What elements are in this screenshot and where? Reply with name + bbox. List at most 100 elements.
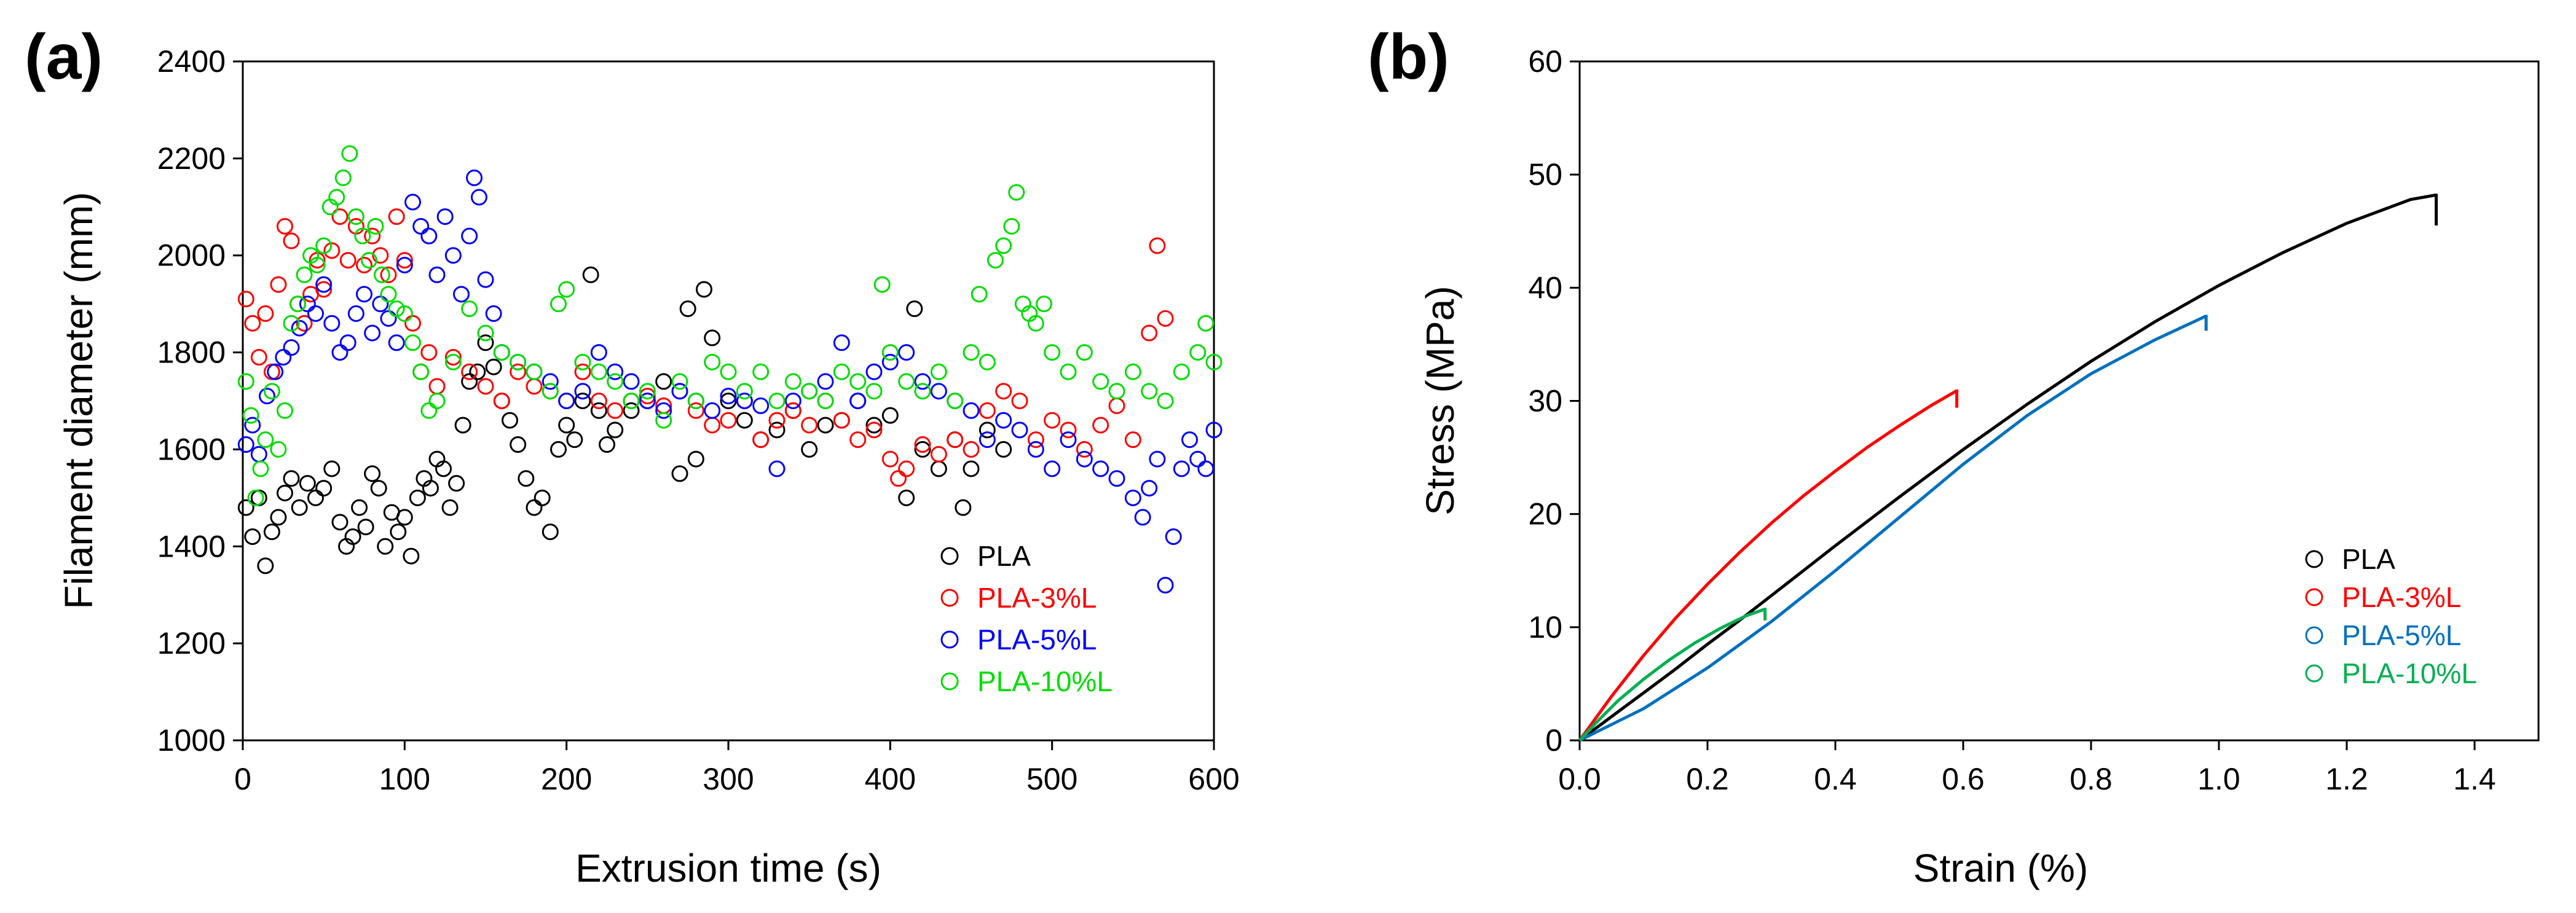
x-tick-label: 1.4	[2453, 762, 2496, 796]
data-point-pla	[291, 499, 308, 516]
data-point-pla-5-l	[1124, 489, 1141, 506]
x-tick-label: 300	[703, 762, 754, 796]
data-point-pla-10-l	[1008, 184, 1025, 201]
x-tick-label: 500	[1026, 762, 1077, 796]
data-point-pla	[955, 499, 972, 516]
data-point-pla	[582, 266, 599, 283]
data-point-pla-5-l	[1197, 460, 1215, 477]
data-point-pla-5-l	[623, 373, 640, 390]
data-point-pla-5-l	[237, 436, 254, 453]
data-point-pla-5-l	[590, 344, 607, 361]
data-point-pla-3-l	[930, 445, 947, 463]
data-point-pla-10-l	[979, 353, 996, 370]
data-point-pla-3-l	[995, 383, 1012, 400]
y-tick-label: 10	[1528, 610, 1562, 645]
data-point-pla-10-l	[914, 383, 931, 400]
data-point-pla-5-l	[388, 334, 405, 351]
data-point-pla	[344, 528, 361, 545]
data-point-pla-3-l	[849, 431, 867, 449]
legend-marker-pla-5-l	[940, 630, 959, 649]
data-point-pla	[331, 514, 349, 531]
legend-marker-pla-3-l	[2305, 588, 2323, 606]
data-point-pla-10-l	[263, 383, 280, 400]
data-point-pla-10-l	[1060, 363, 1077, 380]
data-point-pla	[696, 281, 712, 298]
x-tick-label: 1.2	[2325, 762, 2368, 796]
data-point-pla-5-l	[339, 334, 356, 351]
data-point-pla-10-l	[334, 169, 352, 186]
y-tick-label: 0	[1545, 723, 1562, 758]
legend-label-pla-3-l: PLA-3%L	[2342, 581, 2461, 613]
data-point-pla	[237, 499, 254, 516]
data-point-pla-10-l	[1197, 315, 1215, 332]
series-line-pla-5-l	[1578, 315, 2207, 742]
data-point-pla-5-l	[331, 344, 349, 361]
legend-label-pla-5-l: PLA-5%L	[2342, 619, 2461, 651]
data-point-pla-5-l	[436, 208, 454, 225]
data-point-pla-10-l	[477, 324, 494, 342]
data-point-pla	[655, 373, 672, 390]
data-point-pla	[704, 329, 721, 347]
data-point-pla-3-l	[1060, 421, 1077, 439]
data-point-pla	[485, 358, 502, 375]
data-point-pla-10-l	[881, 344, 899, 361]
data-point-pla-10-l	[704, 353, 721, 370]
data-point-pla-10-l	[898, 373, 915, 390]
data-point-pla-10-l	[328, 189, 345, 206]
data-point-pla-3-l	[720, 412, 737, 429]
data-point-pla	[276, 484, 293, 501]
panel-a-x-axis-title: Extrusion time (s)	[575, 846, 881, 890]
data-point-pla	[270, 509, 287, 526]
data-point-pla	[244, 528, 261, 545]
data-point-pla-5-l	[315, 276, 333, 293]
data-point-pla-3-l	[461, 363, 478, 380]
data-point-pla-5-l	[244, 417, 261, 434]
legend-marker-pla	[2305, 550, 2323, 568]
data-point-pla-10-l	[639, 383, 656, 400]
data-point-pla-10-l	[360, 252, 377, 269]
data-point-pla-5-l	[1173, 460, 1190, 477]
data-point-pla-5-l	[307, 305, 324, 322]
data-point-pla-5-l	[283, 339, 300, 356]
data-point-pla-10-l	[817, 393, 834, 409]
series-line-pla-3-l	[1578, 389, 1958, 742]
data-point-pla-5-l	[881, 353, 899, 370]
data-point-pla-10-l	[1205, 353, 1223, 370]
data-point-pla-5-l	[995, 412, 1012, 429]
data-point-pla-3-l	[1044, 412, 1061, 429]
legend-label-pla-10-l: PLA-10%L	[977, 665, 1113, 697]
data-point-pla-10-l	[687, 393, 704, 409]
data-point-pla-5-l	[768, 460, 786, 477]
data-point-pla-5-l	[865, 363, 883, 380]
data-point-pla-3-l	[315, 281, 333, 298]
data-point-pla	[566, 431, 583, 449]
data-point-pla-5-l	[833, 334, 850, 351]
data-point-pla-5-l	[720, 388, 737, 405]
series-pla	[1578, 193, 2438, 742]
data-point-pla-5-l	[372, 296, 389, 313]
data-point-pla-10-l	[987, 252, 1004, 269]
data-point-pla-3-l	[784, 402, 802, 419]
data-point-pla-5-l	[453, 286, 470, 303]
data-point-pla-3-l	[1011, 393, 1028, 409]
data-point-pla-5-l	[558, 393, 575, 409]
x-tick-label: 200	[541, 762, 592, 796]
data-point-pla-10-l	[296, 266, 313, 283]
data-point-pla-5-l	[784, 393, 802, 409]
data-point-pla-3-l	[947, 431, 964, 449]
data-point-pla-5-l	[1092, 460, 1109, 477]
data-point-pla-5-l	[404, 194, 421, 211]
data-point-pla	[979, 421, 996, 439]
data-point-pla-5-l	[752, 397, 770, 414]
data-point-pla-5-l	[259, 388, 275, 405]
data-point-pla-10-l	[995, 237, 1012, 254]
data-point-pla	[865, 417, 883, 434]
data-point-pla-5-l	[1205, 421, 1223, 439]
data-point-pla-5-l	[1149, 450, 1166, 468]
data-point-pla-5-l	[979, 431, 996, 449]
series-pla-5-l	[1578, 315, 2208, 742]
data-point-pla	[906, 300, 923, 318]
data-point-pla-5-l	[477, 271, 494, 288]
x-tick-label: 0	[234, 762, 251, 796]
